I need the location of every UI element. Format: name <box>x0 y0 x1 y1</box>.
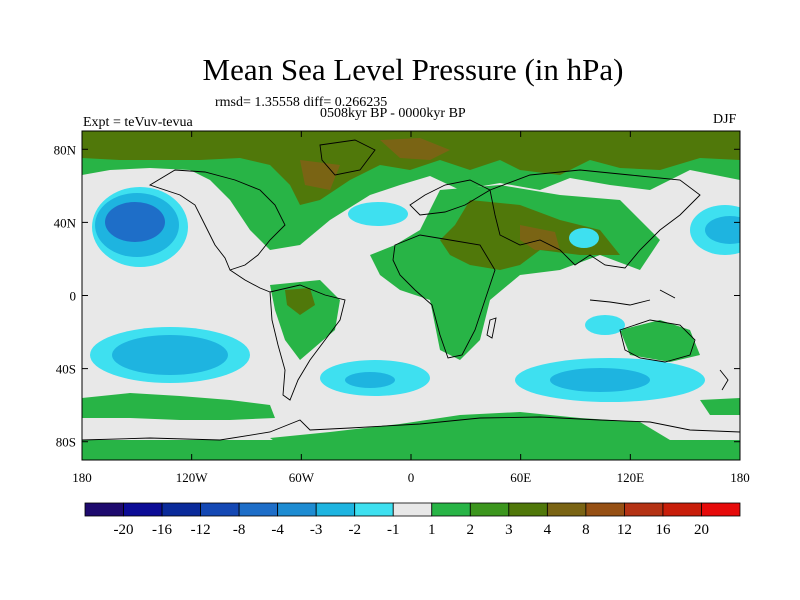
colorbar-swatch <box>508 502 548 517</box>
colorbar-swatch <box>624 502 664 517</box>
x-axis: 180 120W 60W 0 60E 120E 180 <box>72 131 750 485</box>
colorbar-label: -8 <box>233 522 246 538</box>
coast-asia <box>489 169 701 269</box>
field-arctic-high <box>300 138 450 190</box>
x-tick-label: 180 <box>730 470 750 485</box>
colorbar-swatch <box>431 502 471 517</box>
colorbar-swatch <box>662 502 702 517</box>
coast-greenland <box>319 139 376 176</box>
colorbar-swatch <box>392 502 433 517</box>
coast-indonesia <box>589 289 676 306</box>
season-label: DJF <box>713 112 737 127</box>
colorbar-label: 1 <box>428 522 436 538</box>
field-satlantic-mid <box>345 372 395 388</box>
x-tick-label: 120W <box>176 470 209 485</box>
colorbar-swatch <box>238 502 279 517</box>
colorbar-swatch <box>161 502 201 517</box>
colorbar-label: 4 <box>544 522 552 538</box>
y-tick-label: 80S <box>56 435 76 450</box>
x-tick-label: 120E <box>617 470 645 485</box>
period-line: 0508kyr BP - 0000kyr BP <box>320 106 466 121</box>
colorbar-label: 12 <box>617 522 632 538</box>
y-tick-label: 40S <box>56 362 76 377</box>
coast-central-america <box>229 269 271 293</box>
colorbar-swatch <box>123 502 163 517</box>
colorbar-swatch <box>546 502 587 517</box>
coast-madagascar <box>486 317 497 339</box>
colorbar-label: 3 <box>505 522 513 538</box>
colorbar-label: -3 <box>310 522 323 538</box>
colorbar-label: -1 <box>387 522 400 538</box>
y-tick-label: 0 <box>70 289 77 304</box>
coast-south-america <box>269 284 346 401</box>
field-southern-positive <box>82 393 740 460</box>
experiment-label: Expt = teVuv-tevua <box>83 115 193 130</box>
colorbar-label: -12 <box>191 522 211 538</box>
y-axis: 80N 40N 0 40S 80S <box>54 142 740 450</box>
colorbar-label: -20 <box>114 522 134 538</box>
colorbar-label: 8 <box>582 522 590 538</box>
colorbar-label: 16 <box>655 522 671 538</box>
field-sindian-low-mid <box>550 368 650 392</box>
coast-australia <box>619 319 696 363</box>
x-tick-label: 60W <box>289 470 315 485</box>
colorbar-swatch <box>354 502 394 517</box>
field-india-low <box>569 228 599 248</box>
colorbar-swatch <box>315 502 356 517</box>
coastlines <box>82 139 740 441</box>
colorbar-label: 20 <box>694 522 709 538</box>
field-npacific-low-inner <box>105 202 165 242</box>
coast-antarctica <box>82 416 740 441</box>
field-eurasia-high <box>520 225 560 250</box>
field-indian-ocean-low <box>585 315 625 335</box>
field-spacific-low-mid <box>112 335 228 375</box>
field-arctic-mid <box>82 131 740 205</box>
colorbar-label: 2 <box>467 522 475 538</box>
field-natlantic-low <box>348 202 408 226</box>
colorbar-swatch <box>200 502 240 517</box>
colorbar-swatch <box>585 502 625 517</box>
coast-africa <box>392 234 496 359</box>
field-npacific-east-mid <box>705 216 740 244</box>
y-tick-label: 80N <box>54 142 77 157</box>
x-tick-label: 180 <box>72 470 92 485</box>
colorbar-label: -4 <box>271 522 284 538</box>
x-tick-label: 0 <box>408 470 415 485</box>
colorbar-label: -16 <box>152 522 172 538</box>
field-australia-positive <box>620 320 700 362</box>
map-title: Mean Sea Level Pressure (in hPa) <box>202 52 624 87</box>
colorbar-swatch <box>84 502 124 517</box>
colorbar-swatch <box>701 502 741 517</box>
colorbar-swatch <box>469 502 510 517</box>
colorbar: -20 -16 -12 -8 -4 -3 -2 -1 1 2 3 4 8 12 16 20 <box>84 502 741 538</box>
map-field <box>82 131 740 460</box>
y-tick-label: 40N <box>54 215 77 230</box>
colorbar-swatch <box>277 502 317 517</box>
coast-north-america <box>148 169 286 271</box>
x-tick-label: 60E <box>510 470 531 485</box>
field-samerica-mid <box>285 288 315 315</box>
colorbar-label: -2 <box>348 522 361 538</box>
coast-new-zealand <box>719 369 729 391</box>
stats-line: rmsd= 1.35558 diff= 0.266235 <box>215 95 388 110</box>
